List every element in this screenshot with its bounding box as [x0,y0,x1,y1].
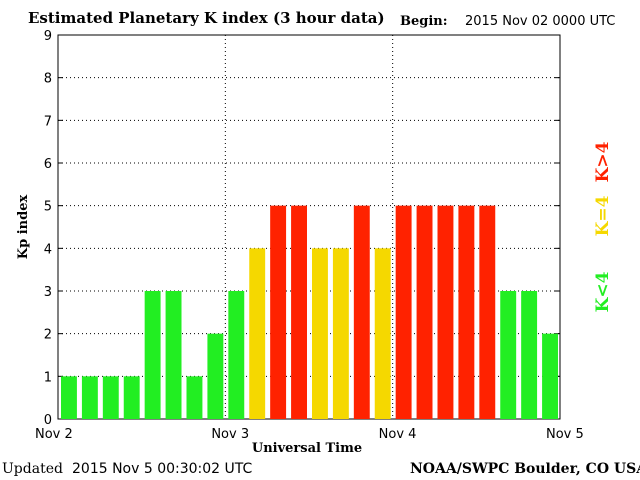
y-tick-label: 0 [44,413,52,428]
kp-bar [186,376,203,419]
x-tick-label: Nov 4 [379,427,417,442]
kp-bar [479,205,496,419]
begin-label: Begin: [400,14,448,29]
x-tick-label: Nov 3 [211,427,249,442]
kp-bar [81,376,98,419]
legend-below: K<4 [593,271,613,312]
legend-equal: K=4 [593,195,613,236]
kp-bar [102,376,119,419]
kp-bar [500,291,517,419]
chart-title: Estimated Planetary K index (3 hour data… [28,9,385,27]
begin-value: 2015 Nov 02 0000 UTC [465,14,616,29]
y-tick-label: 9 [44,29,52,44]
kp-bar [228,291,245,419]
x-axis-title: Universal Time [252,441,362,456]
kp-bar [353,205,370,419]
kp-bar [249,248,266,419]
updated-label: Updated [2,461,63,477]
kp-bar [291,205,307,419]
kp-bar [395,205,412,419]
kp-bar [207,333,224,419]
kp-bar [437,205,454,419]
kp-bar [416,205,433,419]
y-tick-label: 4 [44,242,52,257]
y-tick-label: 6 [44,157,52,172]
y-axis-title: Kp index [16,195,31,260]
updated-timestamp: 2015 Nov 5 00:30:02 UTC [72,461,253,477]
kp-bar [270,205,287,419]
kp-bar [374,248,391,419]
kp-bar [165,291,182,419]
kp-bar [458,205,475,419]
kp-bar [542,333,558,419]
y-tick-label: 7 [44,114,52,129]
plot-frame [57,34,561,420]
kp-bar [123,376,140,419]
y-tick-label: 8 [44,72,52,87]
y-tick-label: 5 [44,200,52,215]
kp-bar [521,291,538,419]
y-tick-label: 2 [44,328,52,343]
kp-bar [312,248,328,419]
x-tick-label: Nov 5 [546,427,584,442]
x-tick-label: Nov 2 [35,427,73,442]
kp-bar [144,291,161,419]
y-tick-label: 1 [44,370,52,385]
kp-bar [61,376,77,419]
legend-above: K>4 [593,141,613,182]
kp-bar [332,248,349,419]
credit-text: NOAA/SWPC Boulder, CO USA [410,461,640,477]
y-tick-label: 3 [44,285,52,300]
